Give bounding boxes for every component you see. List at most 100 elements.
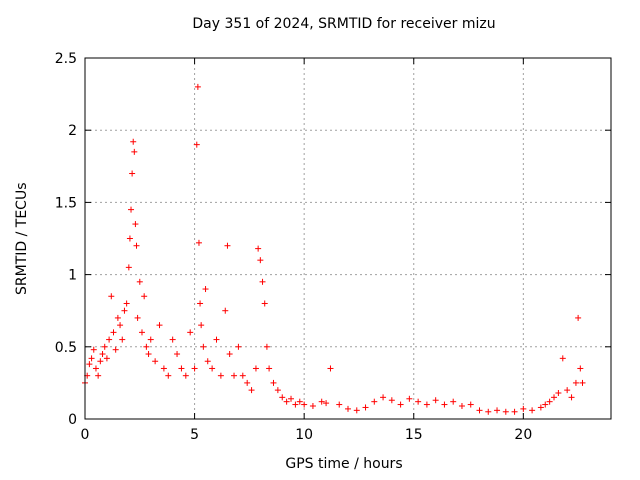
data-point <box>327 365 334 372</box>
data-point <box>551 394 558 401</box>
plot-border <box>84 57 612 420</box>
data-point <box>263 343 270 350</box>
data-point <box>244 379 251 386</box>
x-tick-label: 5 <box>190 427 199 443</box>
data-point <box>222 307 229 314</box>
data-point <box>209 365 216 372</box>
data-point <box>130 138 137 145</box>
y-tick-label: 1 <box>68 268 77 284</box>
data-point <box>353 407 360 414</box>
data-point <box>106 336 113 343</box>
data-point <box>156 322 163 329</box>
data-point <box>529 407 536 414</box>
data-point <box>257 257 264 264</box>
data-point <box>432 397 439 404</box>
data-point <box>193 141 200 148</box>
data-point <box>288 395 295 402</box>
data-point <box>397 401 404 408</box>
data-point <box>178 365 185 372</box>
data-point <box>226 351 233 358</box>
data-point <box>195 239 202 246</box>
y-tick-label: 2.5 <box>55 51 77 67</box>
y-tick-label: 2 <box>68 123 77 139</box>
x-tick-label: 10 <box>295 427 313 443</box>
data-point <box>197 300 204 307</box>
data-point <box>147 336 154 343</box>
data-point <box>198 322 205 329</box>
data-point <box>336 401 343 408</box>
data-point <box>224 242 231 249</box>
data-point <box>239 372 246 379</box>
data-point <box>152 358 159 365</box>
data-point <box>309 403 316 410</box>
data-point <box>577 365 584 372</box>
data-point <box>485 408 492 415</box>
data-point <box>112 346 119 353</box>
data-point <box>494 407 501 414</box>
x-axis-ticks: 0 5 10 15 20 <box>81 58 532 443</box>
data-point <box>296 398 303 405</box>
data-point <box>165 372 172 379</box>
data-point <box>345 405 351 412</box>
data-point <box>231 372 238 379</box>
data-point <box>145 351 152 358</box>
data-point <box>174 351 181 358</box>
grid-lines <box>85 58 611 419</box>
data-point <box>542 401 549 408</box>
data-point <box>182 372 189 379</box>
data-point <box>138 329 145 336</box>
data-point <box>235 343 242 350</box>
data-point <box>371 398 378 405</box>
data-point <box>406 395 413 402</box>
data-point <box>423 401 430 408</box>
x-tick-label: 20 <box>514 427 532 443</box>
data-point <box>95 372 102 379</box>
data-point <box>119 336 126 343</box>
data-point <box>86 361 93 368</box>
data-point <box>467 401 474 408</box>
data-point <box>92 365 99 372</box>
data-point <box>537 404 544 411</box>
data-point <box>279 394 286 401</box>
data-point <box>255 245 262 252</box>
data-points <box>82 83 586 415</box>
data-point <box>136 278 143 285</box>
data-point <box>248 387 255 394</box>
data-point <box>103 355 110 362</box>
data-point <box>575 314 582 321</box>
data-point <box>502 408 509 415</box>
data-point <box>476 407 483 414</box>
data-point <box>202 286 209 293</box>
data-point <box>441 401 448 408</box>
data-point <box>564 387 571 394</box>
data-point <box>125 264 132 271</box>
data-point <box>217 372 224 379</box>
y-axis-ticks: 0 0.5 1 1.5 2 2.5 <box>55 51 611 428</box>
data-point <box>101 343 108 350</box>
data-point <box>187 329 194 336</box>
data-point <box>213 336 220 343</box>
data-point <box>194 83 201 90</box>
data-point <box>143 343 150 350</box>
data-point <box>292 401 299 408</box>
data-point <box>131 148 138 155</box>
data-point <box>318 398 325 405</box>
data-point <box>450 398 457 405</box>
data-point <box>204 358 211 365</box>
data-point <box>301 401 308 408</box>
y-tick-label: 1.5 <box>55 195 77 211</box>
data-point <box>123 300 130 307</box>
y-axis-label: SRMTID / TECUs <box>14 182 30 296</box>
data-point <box>511 408 518 415</box>
data-point <box>572 379 579 386</box>
data-point <box>191 365 198 372</box>
data-point <box>270 379 277 386</box>
x-tick-label: 15 <box>405 427 423 443</box>
data-point <box>388 397 395 404</box>
data-point <box>114 314 121 321</box>
data-point <box>259 278 266 285</box>
y-tick-label: 0.5 <box>55 340 77 356</box>
data-point <box>415 398 422 405</box>
data-point <box>579 379 586 386</box>
